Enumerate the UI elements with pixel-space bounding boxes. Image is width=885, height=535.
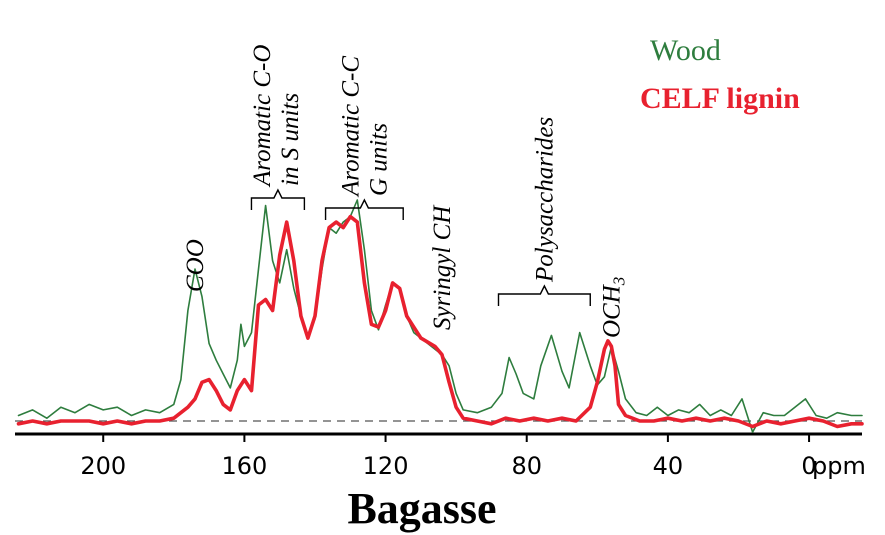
annotation-aroG: Aromatic C-C G units [324, 56, 404, 220]
peak-annotations: COO Aromatic C-O in S units Aromatic C-C G u… [182, 45, 628, 338]
spectrum-series [16, 199, 864, 433]
annotation-label: G units [365, 123, 392, 196]
annotation-bracket [324, 198, 404, 220]
x-tick-label: 80 [511, 452, 542, 480]
legend-entry-wood: Wood [650, 34, 721, 67]
x-tick-label: 160 [221, 452, 267, 480]
annotation-label: Syringyl CH [429, 204, 456, 330]
annotation-label: Aromatic C-C [337, 56, 364, 198]
annotation-bracket [497, 284, 591, 306]
chart-title: Bagasse [347, 484, 496, 533]
annotation-label: OCH3 [598, 277, 628, 338]
annotation-label: Polysaccharides [531, 117, 558, 283]
annotation-och3: OCH3 [598, 277, 628, 338]
x-axis-unit-label: ppm [812, 452, 866, 480]
annotation-aroS: Aromatic C-O in S units [249, 45, 306, 210]
annotation-poly: Polysaccharides [497, 117, 591, 306]
annotation-syr: Syringyl CH [429, 204, 456, 330]
annotation-label: in S units [277, 93, 304, 186]
x-axis: 200 160 120 80 40 0 [15, 420, 862, 480]
series-line-wood [17, 199, 863, 433]
annotation-label: Aromatic C-O [249, 45, 276, 188]
x-tick-label: 0 [801, 452, 816, 480]
annotation-bracket [250, 188, 306, 210]
annotation-label: COO [182, 239, 209, 292]
legend-entry-celf-lignin: CELF lignin [640, 82, 800, 115]
x-tick-label: 120 [363, 452, 409, 480]
annotation-coo: COO [182, 239, 209, 292]
series-line-celf-lignin [16, 214, 864, 429]
x-tick-label: 200 [80, 452, 126, 480]
x-tick-label: 40 [653, 452, 684, 480]
legend: Wood CELF lignin [640, 34, 800, 115]
